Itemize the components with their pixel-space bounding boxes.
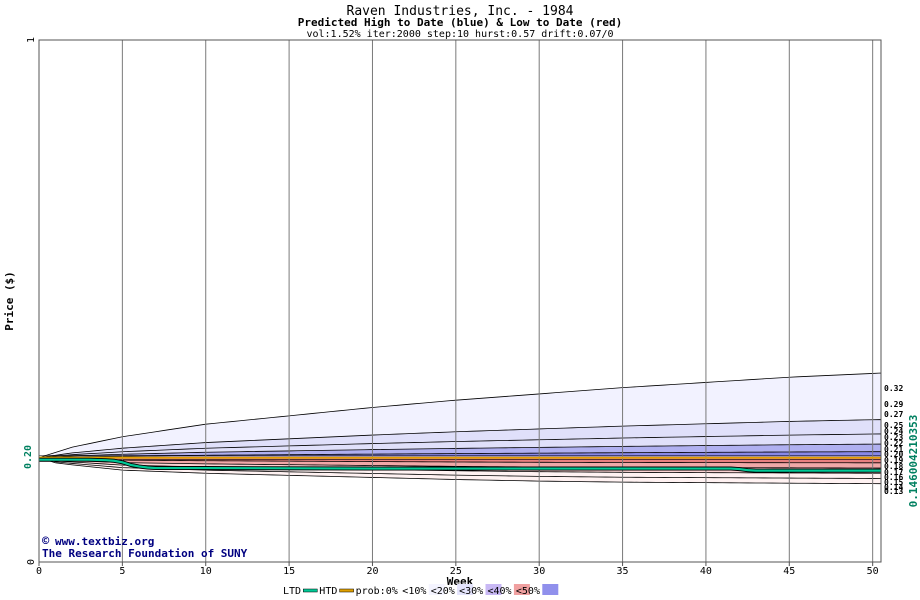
x-tick-label: 0 <box>36 566 42 577</box>
lower-band-label: 0.15 <box>884 478 903 487</box>
legend-label: <50% <box>516 586 540 597</box>
x-tick-label: 40 <box>700 566 712 577</box>
legend-item: prob:0% <box>356 584 417 597</box>
credits: © www.textbiz.org The Research Foundatio… <box>42 534 248 560</box>
credit-copyright-icon: © <box>42 534 50 548</box>
x-tick-label: 45 <box>783 566 795 577</box>
legend-label: <40% <box>488 586 512 597</box>
legend-item: <50% <box>516 584 559 597</box>
legend-label: LTD <box>283 586 301 597</box>
current-price-label: 0.146004210353 <box>907 415 920 508</box>
legend-label: <30% <box>459 586 483 597</box>
start-price-label: 0.20 <box>23 445 34 469</box>
x-tick-label: 50 <box>867 566 879 577</box>
legend-item: <40% <box>488 584 530 597</box>
x-tick-label: 30 <box>533 566 545 577</box>
series-lines <box>39 456 881 473</box>
chart-legend: LTD HTD prob:0% <10% <20% <30% <40% <50% <box>283 584 559 597</box>
x-tick-label: 15 <box>283 566 295 577</box>
x-axis-ticks: 0 5 10 15 20 25 30 35 40 45 50 <box>36 562 879 577</box>
band-labels: 0.32 0.290.27 0.250.240.230.220.210.200.19… <box>884 384 903 496</box>
credit-organization: The Research Foundation of SUNY <box>42 547 248 560</box>
chart-title: Raven Industries, Inc. - 1984 <box>347 4 574 19</box>
lower-band-label: 0.14 <box>884 483 903 492</box>
x-tick-label: 25 <box>450 566 462 577</box>
y-axis-ticks: 01 <box>26 37 37 565</box>
lower-band-label: 0.16 <box>884 473 903 482</box>
upper-band-label: 0.24 <box>884 427 903 436</box>
legend-color-swatch <box>457 584 474 595</box>
legend-line-swatch <box>303 588 318 593</box>
chart-params: vol:1.52% iter:2000 step:10 hurst:0.57 d… <box>306 29 613 40</box>
legend-color-swatch <box>485 584 502 595</box>
probability-bands <box>38 372 882 485</box>
y-axis-label: Price ($) <box>3 271 16 331</box>
legend-item: HTD <box>319 586 354 597</box>
upper-band-label: 0.27 <box>884 410 903 419</box>
ltd-line <box>39 458 881 472</box>
lower-band-label: 0.13 <box>884 487 903 496</box>
upper-band-label: 0.23 <box>884 433 903 442</box>
x-tick-label: 5 <box>119 566 125 577</box>
lower-band-label: 0.20 <box>884 450 903 459</box>
upper-band-label: 0.22 <box>884 439 903 448</box>
grid-lines <box>121 40 874 562</box>
legend-item: <20% <box>431 584 474 597</box>
legend-item: <10% <box>402 584 445 597</box>
legend-item: LTD <box>283 586 318 597</box>
legend-color-swatch <box>513 584 530 595</box>
lower-band-label: 0.19 <box>884 456 903 465</box>
legend-color-swatch <box>400 584 417 595</box>
y-tick-label: 0 <box>26 559 37 565</box>
legend-line-swatch <box>339 588 354 593</box>
legend-label: HTD <box>319 586 337 597</box>
legend-label: prob:0% <box>356 586 398 597</box>
legend-label: <20% <box>431 586 455 597</box>
x-tick-label: 20 <box>366 566 378 577</box>
credit-website: www.textbiz.org <box>55 535 154 548</box>
chart-subtitle: Predicted High to Date (blue) & Low to D… <box>298 16 623 29</box>
x-tick-label: 35 <box>617 566 629 577</box>
upper-band-label: 0.32 <box>884 384 903 393</box>
upper-band-label: 0.25 <box>884 421 903 430</box>
x-tick-label: 10 <box>200 566 212 577</box>
lower-band-label: 0.18 <box>884 462 903 471</box>
legend-item: <30% <box>459 584 502 597</box>
legend-label: <10% <box>402 586 426 597</box>
plot-frame <box>38 39 882 563</box>
upper-band-label: 0.29 <box>884 400 903 409</box>
y-tick-label: 1 <box>26 37 37 43</box>
legend-color-swatch <box>428 584 445 595</box>
upper-band-label: 0.21 <box>884 445 903 454</box>
lower-band-label: 0.17 <box>884 468 903 477</box>
legend-color-swatch <box>542 584 559 595</box>
